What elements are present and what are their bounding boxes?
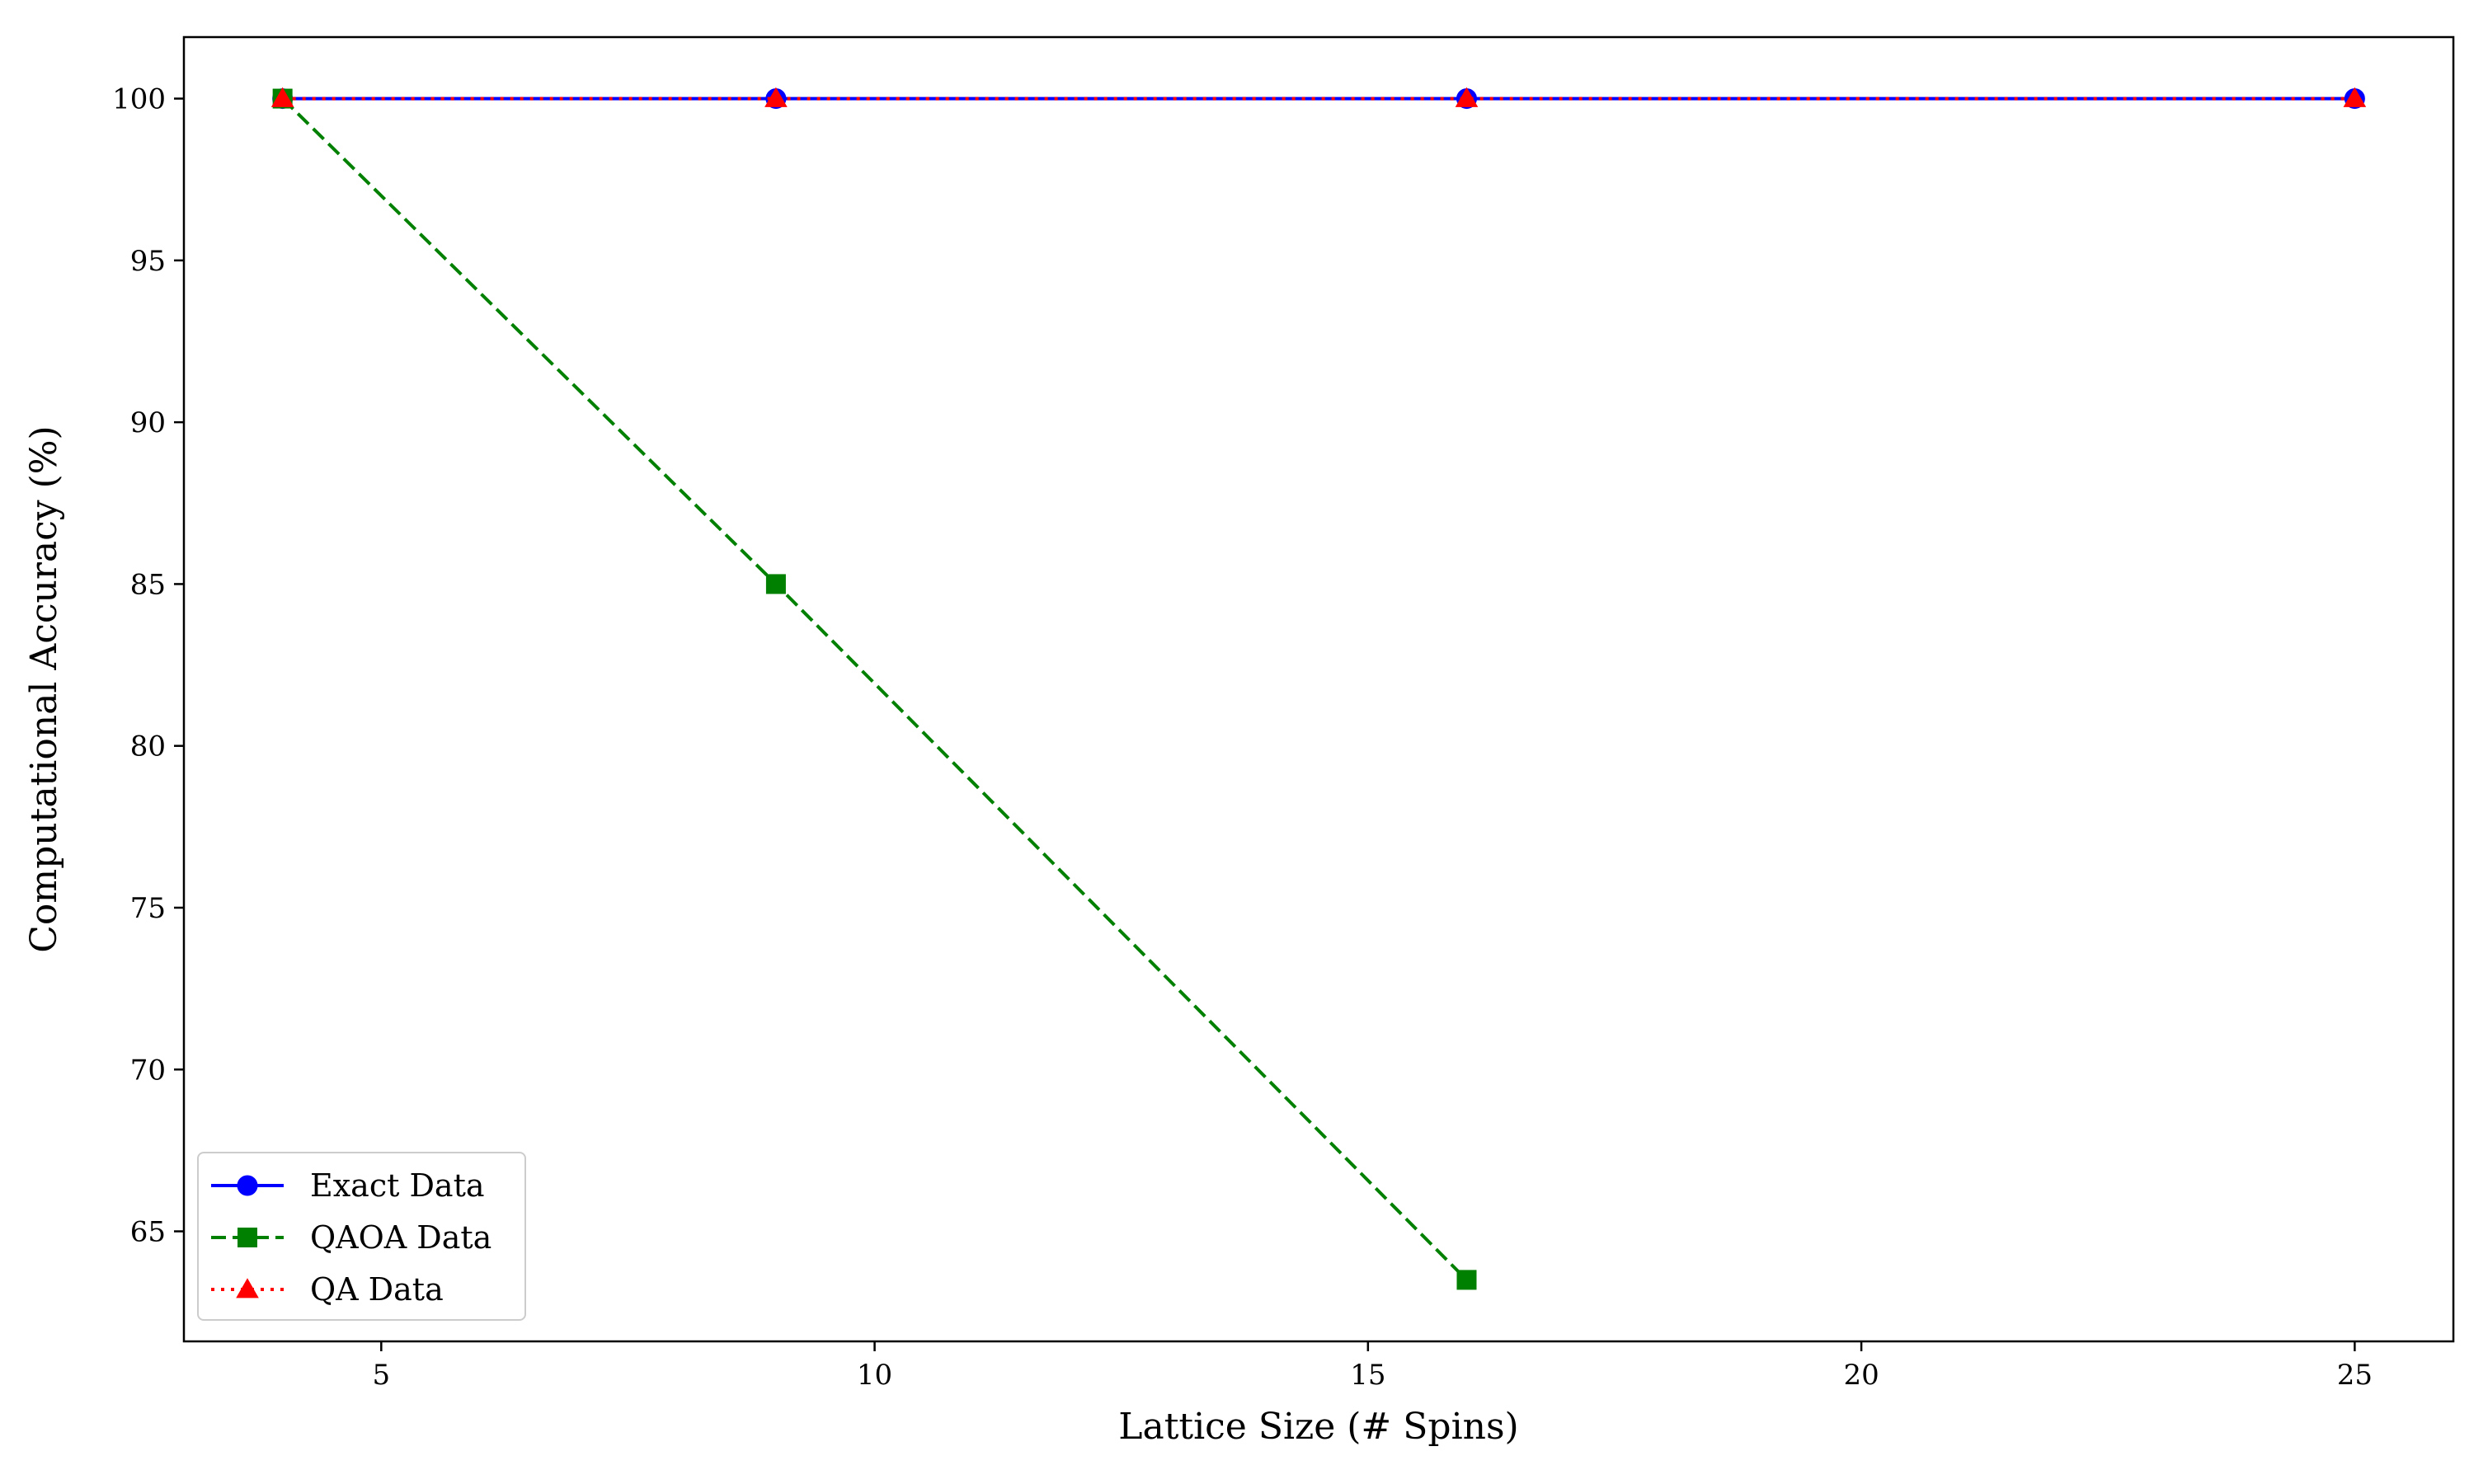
legend-label: QAOA Data [310, 1219, 492, 1256]
y-axis: 65 70 75 80 85 90 95 100 [112, 83, 184, 1249]
triangle-marker [764, 87, 788, 107]
y-tick-label: 85 [130, 568, 166, 601]
legend: Exact Data QAOA Data QA Data [197, 1152, 526, 1321]
legend-triangle-marker [236, 1278, 259, 1298]
square-marker [765, 574, 786, 594]
series-layer [270, 87, 2367, 1290]
y-axis-label: Computational Accuracy (%) [23, 425, 65, 952]
triangle-marker [2343, 87, 2367, 107]
y-tick-label: 90 [130, 406, 166, 439]
legend-item: QA Data [211, 1271, 444, 1308]
x-tick-label: 5 [372, 1359, 390, 1392]
y-tick-label: 80 [130, 730, 166, 763]
plot-frame [182, 35, 2455, 1343]
legend-item: QAOA Data [211, 1219, 492, 1256]
y-tick-label: 100 [112, 83, 166, 116]
x-tick-label: 25 [2337, 1359, 2373, 1392]
y-tick-label: 95 [130, 245, 166, 278]
y-tick-label: 75 [130, 892, 166, 925]
x-axis-label: Lattice Size (# Spins) [1118, 1406, 1518, 1448]
legend-square-marker [238, 1228, 257, 1247]
triangle-marker [270, 87, 294, 107]
triangle-marker [1455, 87, 1479, 107]
series-3 [270, 87, 2367, 107]
legend-circle-marker [237, 1175, 258, 1196]
y-tick-label: 65 [130, 1216, 166, 1249]
x-tick-label: 10 [857, 1359, 892, 1392]
legend-box [197, 1152, 526, 1321]
y-tick-label: 70 [130, 1054, 166, 1087]
square-marker [1456, 1270, 1477, 1290]
x-tick-label: 15 [1350, 1359, 1385, 1392]
x-tick-label: 20 [1843, 1359, 1879, 1392]
legend-label: QA Data [310, 1271, 444, 1308]
legend-label: Exact Data [310, 1167, 485, 1204]
x-axis: 5 10 15 20 25 [372, 1341, 2373, 1392]
legend-item: Exact Data [211, 1167, 485, 1204]
